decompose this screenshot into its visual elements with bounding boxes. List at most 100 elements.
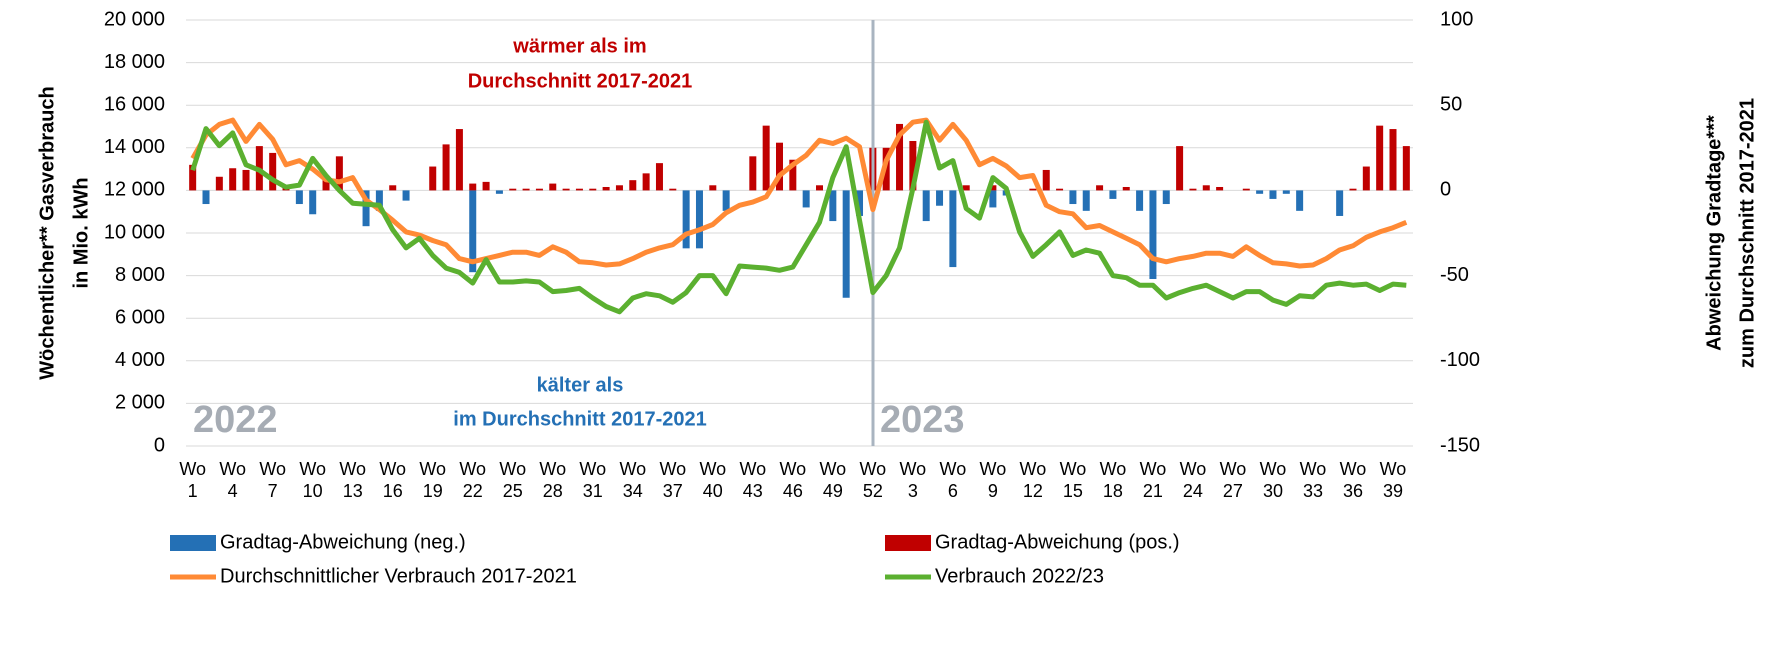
- bar: [1402, 146, 1410, 191]
- bar: [575, 188, 583, 191]
- x-tick-label: Wo 27: [1219, 459, 1247, 501]
- y-tick-label: 16 000: [104, 93, 165, 115]
- bar: [469, 183, 477, 191]
- x-tick-label: Wo 49: [819, 459, 846, 501]
- x-tick-label: Wo 1: [179, 459, 206, 501]
- x-tick-label: Wo 34: [619, 459, 646, 501]
- x-tick-label: Wo 3: [899, 459, 927, 501]
- bar: [589, 188, 597, 191]
- x-tick-label: Wo 4: [219, 459, 246, 501]
- x-tick-text: Wo 39: [1379, 459, 1407, 501]
- y-tick-label: 0: [154, 434, 165, 456]
- x-tick-text: Wo 1: [179, 459, 206, 501]
- bar: [535, 188, 543, 191]
- y2-tick-label: 50: [1440, 93, 1462, 115]
- x-tick-label: Wo 9: [979, 459, 1007, 501]
- x-tick-label: Wo 15: [1060, 459, 1087, 501]
- bar: [1376, 125, 1384, 191]
- bar: [1362, 166, 1370, 191]
- x-tick-text: Wo 7: [259, 459, 287, 501]
- bar: [602, 186, 610, 191]
- bar: [1349, 188, 1357, 191]
- bar: [1029, 188, 1037, 191]
- x-tick-label: Wo 28: [539, 459, 566, 501]
- bar: [215, 176, 223, 191]
- bar: [509, 188, 517, 191]
- x-tick-text: Wo 9: [979, 459, 1007, 501]
- x-tick-label: Wo 40: [699, 459, 726, 501]
- bar: [949, 190, 957, 268]
- bar: [1149, 190, 1157, 280]
- bar: [1082, 190, 1090, 211]
- x-tick-text: Wo 3: [899, 459, 927, 501]
- x-tick-label: Wo 52: [859, 459, 887, 501]
- bar: [229, 168, 237, 191]
- x-tick-label: Wo 18: [1099, 459, 1127, 501]
- bar: [455, 129, 463, 191]
- bar: [722, 190, 730, 211]
- bar: [709, 185, 717, 191]
- bar: [682, 190, 690, 249]
- bar: [429, 166, 437, 191]
- annotation: kälter als: [537, 374, 624, 396]
- y-tick-label: 10 000: [104, 221, 165, 243]
- legend-key: [885, 535, 931, 551]
- x-tick-label: Wo 19: [419, 459, 446, 501]
- bar: [1056, 188, 1064, 191]
- y-tick-label: 4 000: [115, 349, 165, 371]
- line: [190, 117, 1408, 269]
- line: [190, 119, 1407, 315]
- x-tick-label: Wo 33: [1299, 459, 1327, 501]
- bar: [1336, 190, 1344, 216]
- x-tick-text: Wo 16: [379, 459, 407, 501]
- bar: [562, 188, 570, 191]
- x-tick-text: Wo 33: [1299, 459, 1327, 501]
- bar: [402, 190, 410, 201]
- x-tick-label: Wo 6: [940, 459, 967, 501]
- bar: [629, 180, 637, 191]
- y2-tick-label: -100: [1440, 349, 1480, 371]
- annotation: im Durchschnitt 2017-2021: [453, 408, 706, 430]
- y2-tick-label: 100: [1440, 8, 1473, 30]
- x-tick-label: Wo 31: [579, 459, 606, 501]
- x-tick-text: Wo 10: [299, 459, 327, 501]
- bar: [1069, 190, 1077, 205]
- annotation: Durchschnitt 2017-2021: [468, 70, 693, 92]
- bar: [522, 188, 530, 191]
- bar: [362, 190, 370, 227]
- x-tick-label: Wo 37: [659, 459, 686, 501]
- y-tick-label: 6 000: [115, 306, 165, 328]
- x-tick-text: Wo 52: [859, 459, 887, 501]
- bar: [549, 183, 557, 191]
- y-axis-label: Wöchentlicher** Gasverbrauch: [36, 86, 58, 379]
- x-tick-text: Wo 27: [1219, 459, 1247, 501]
- y2-tick-label: -50: [1440, 264, 1469, 286]
- bar: [202, 190, 210, 205]
- legend-label: Gradtag-Abweichung (pos.): [935, 531, 1180, 553]
- bar: [309, 190, 317, 215]
- x-tick-label: Wo 22: [459, 459, 486, 501]
- bars: [189, 123, 1410, 298]
- bar: [389, 185, 397, 191]
- bar: [1042, 169, 1050, 191]
- x-tick-label: Wo 10: [299, 459, 327, 501]
- bar: [335, 156, 343, 191]
- bar: [1136, 190, 1144, 211]
- bar: [816, 185, 824, 191]
- y-tick-label: 2 000: [115, 392, 165, 414]
- x-tick-label: Wo 43: [739, 459, 766, 501]
- legend: Gradtag-Abweichung (neg.) Gradtag-Abweich…: [170, 531, 1180, 587]
- year-label: 2022: [193, 399, 278, 441]
- bar: [189, 164, 197, 191]
- bar: [615, 185, 623, 191]
- x-tick-text: Wo 18: [1099, 459, 1127, 501]
- y-tick-label: 20 000: [104, 8, 165, 30]
- bar: [1162, 190, 1170, 205]
- bar: [1176, 146, 1184, 191]
- bar: [1242, 188, 1250, 191]
- y-axis-label: in Mio. kWh: [70, 177, 92, 288]
- x-tick-label: Wo 24: [1180, 459, 1207, 501]
- x-tick-label: Wo 46: [779, 459, 806, 501]
- bar: [789, 159, 797, 191]
